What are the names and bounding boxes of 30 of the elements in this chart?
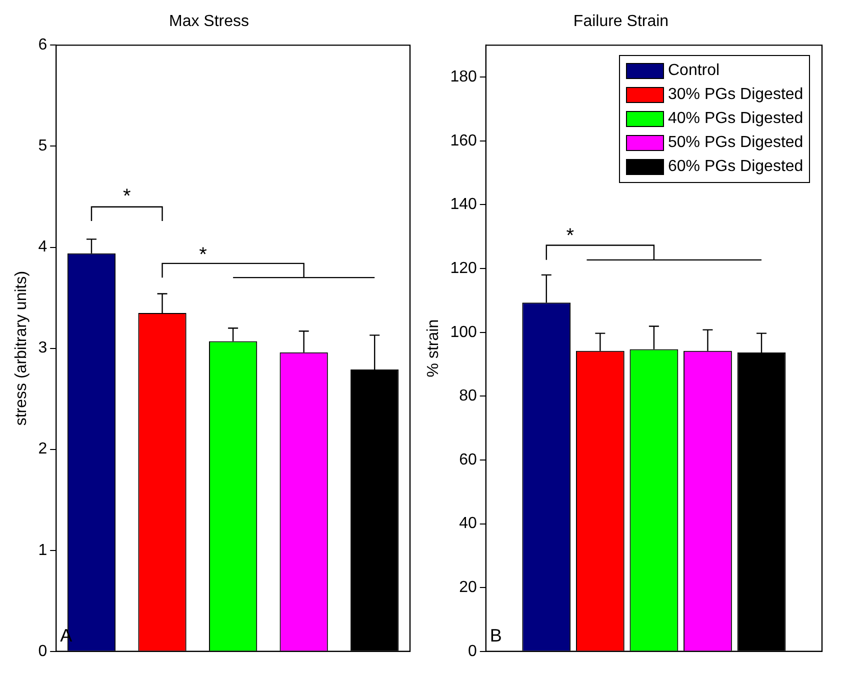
- chart-title: Max Stress: [168, 13, 250, 30]
- y-axis-title: stress (arbitrary units): [13, 270, 30, 426]
- text: B: [490, 625, 502, 646]
- y-tick-label: 0: [38, 642, 48, 660]
- annotation: *: [199, 244, 208, 266]
- y-tick-label: 60: [459, 451, 477, 468]
- y-tick-label: 2: [38, 440, 48, 458]
- legend-label: 50% PGs Digested: [668, 134, 804, 152]
- y-tick-label: 4: [38, 238, 48, 256]
- y-tick-label: 80: [459, 388, 477, 405]
- y-tick-label: 40: [459, 515, 477, 532]
- chart-title: Failure Strain: [573, 13, 669, 30]
- y-tick-label: 160: [450, 132, 477, 150]
- y-tick-label: 1: [38, 542, 48, 559]
- y-tick-label: 3: [38, 340, 48, 357]
- y-tick-label: 0: [468, 642, 477, 660]
- legend-label: Control: [668, 62, 720, 80]
- y-tick-label: 120: [450, 260, 477, 277]
- y-tick-label: 5: [38, 138, 48, 155]
- y-tick-label: 140: [450, 196, 477, 214]
- annotation: *: [566, 225, 574, 248]
- annotation: *: [122, 185, 131, 208]
- y-tick-label: 180: [450, 68, 477, 86]
- y-axis-title: % strain: [425, 319, 442, 378]
- legend-label: 60% PGs Digested: [668, 158, 804, 176]
- legend-label: 30% PGs Digested: [668, 86, 804, 104]
- legend-label: 40% PGs Digested: [668, 110, 804, 128]
- y-tick-label: 100: [450, 324, 477, 341]
- y-tick-label: 6: [38, 36, 48, 54]
- y-tick-label: 20: [459, 578, 477, 596]
